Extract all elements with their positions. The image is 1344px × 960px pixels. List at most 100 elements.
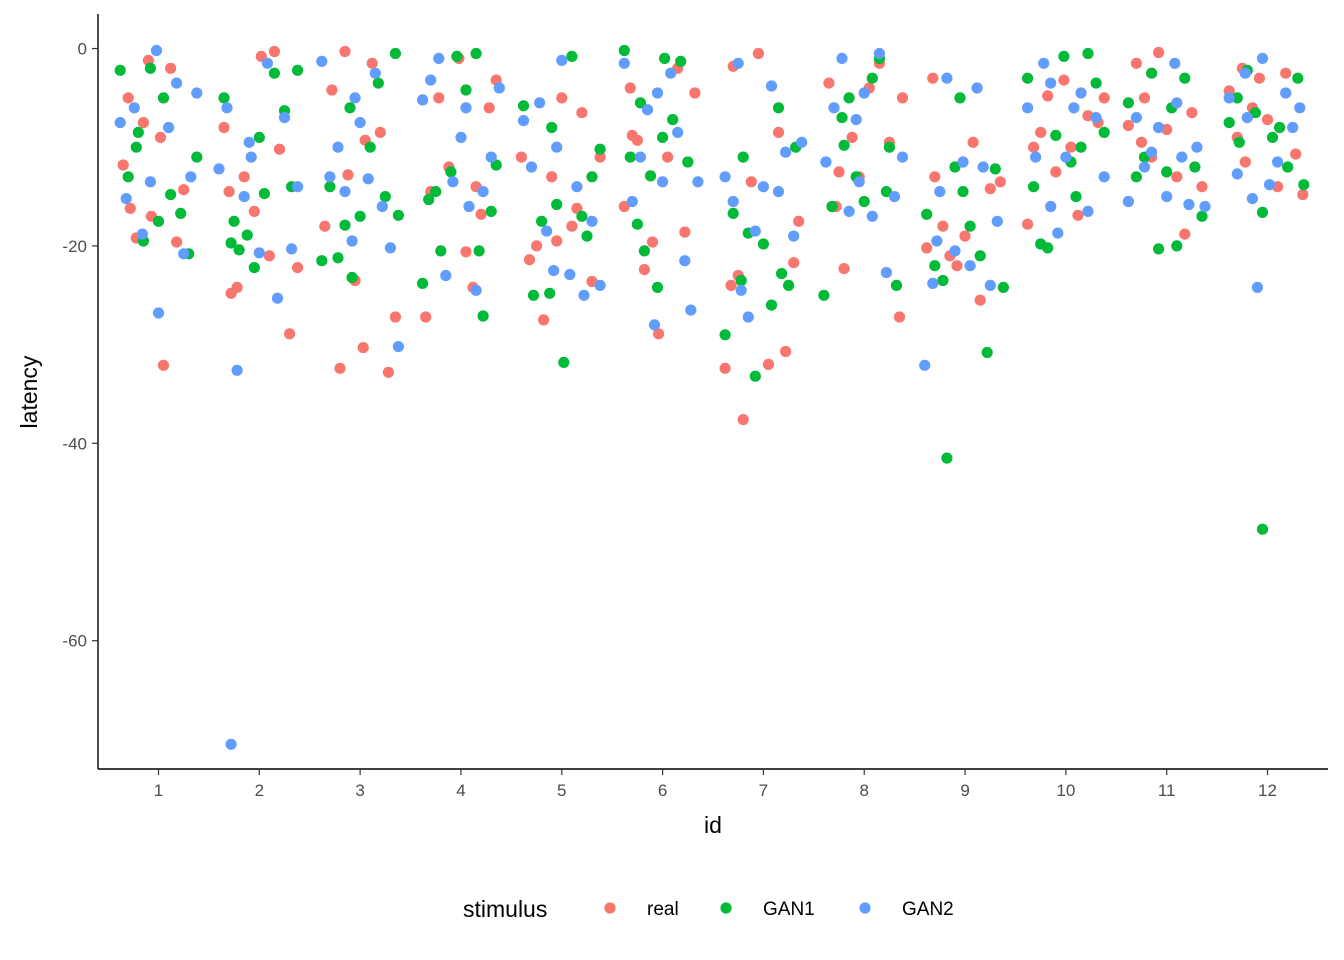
- point-gan1: [191, 151, 203, 163]
- point-gan2: [873, 47, 886, 60]
- point-gan2: [238, 191, 250, 203]
- point-real: [788, 257, 800, 269]
- point-gan1: [997, 281, 1010, 293]
- point-real: [342, 169, 354, 181]
- point-gan2: [672, 126, 684, 138]
- x-tick-label: 11: [1158, 781, 1176, 800]
- point-gan2: [1082, 205, 1094, 217]
- point-gan2: [221, 102, 233, 114]
- point-gan1: [228, 215, 240, 227]
- point-real: [556, 92, 568, 104]
- point-gan2: [1199, 200, 1211, 213]
- point-real: [921, 242, 933, 254]
- point-gan2: [749, 225, 761, 237]
- point-gan2: [735, 284, 747, 296]
- point-gan1: [675, 55, 687, 67]
- point-gan1: [1028, 181, 1040, 193]
- point-real: [339, 45, 351, 58]
- point-gan1: [644, 170, 657, 182]
- point-gan2: [556, 54, 568, 66]
- point-gan2: [1022, 102, 1034, 114]
- point-real: [662, 151, 674, 163]
- legend-key-real: [604, 902, 616, 914]
- point-real: [171, 236, 183, 248]
- point-real: [268, 45, 280, 58]
- point-real: [326, 84, 338, 96]
- point-gan2: [571, 181, 583, 193]
- point-gan2: [525, 161, 538, 173]
- point-real: [523, 254, 536, 266]
- point-gan2: [384, 242, 396, 254]
- point-gan1: [225, 237, 237, 249]
- point-gan1: [445, 166, 457, 178]
- point-real: [679, 226, 691, 238]
- point-gan1: [1233, 136, 1245, 148]
- point-gan2: [332, 141, 344, 153]
- point-gan1: [430, 186, 442, 198]
- point-gan1: [776, 268, 788, 280]
- point-gan2: [463, 200, 475, 213]
- point-gan2: [1263, 179, 1276, 191]
- point-real: [594, 151, 606, 163]
- legend-title: stimulus: [463, 896, 547, 922]
- point-gan2: [820, 156, 832, 168]
- point-gan2: [788, 230, 800, 242]
- point-gan1: [974, 250, 986, 262]
- point-real: [1098, 92, 1110, 104]
- point-gan1: [316, 255, 328, 267]
- point-real: [460, 246, 472, 258]
- points-layer: [114, 44, 1310, 750]
- point-real: [1171, 171, 1183, 183]
- legend-label-gan1: GAN1: [763, 899, 815, 920]
- point-gan2: [1251, 281, 1263, 293]
- point-gan1: [566, 50, 578, 63]
- point-gan1: [1153, 243, 1165, 255]
- point-gan1: [657, 131, 669, 143]
- point-real: [951, 260, 963, 272]
- point-gan2: [564, 268, 576, 281]
- point-gan2: [1287, 121, 1299, 134]
- point-gan2: [1122, 195, 1134, 208]
- point-gan1: [890, 279, 903, 291]
- point-gan2: [150, 44, 163, 57]
- point-gan1: [1171, 240, 1183, 252]
- point-real: [218, 121, 230, 134]
- point-gan1: [536, 215, 548, 227]
- x-tick-label: 10: [1056, 781, 1075, 800]
- point-gan2: [369, 67, 381, 79]
- point-gan2: [1045, 77, 1057, 89]
- point-real: [1290, 148, 1302, 160]
- point-real: [653, 328, 665, 340]
- point-gan1: [757, 238, 770, 250]
- point-gan2: [1098, 171, 1110, 183]
- point-gan1: [1050, 129, 1062, 141]
- point-gan1: [451, 50, 463, 63]
- point-gan1: [477, 310, 489, 322]
- point-gan1: [1266, 131, 1279, 143]
- point-gan1: [586, 171, 598, 183]
- point-real: [1297, 189, 1309, 201]
- point-real: [238, 171, 250, 183]
- point-gan1: [941, 452, 953, 464]
- point-gan1: [324, 181, 336, 193]
- point-gan2: [261, 57, 273, 69]
- point-gan2: [1153, 121, 1165, 134]
- point-gan1: [546, 121, 558, 134]
- point-real: [382, 366, 394, 378]
- point-gan1: [667, 114, 679, 126]
- point-gan2: [1223, 92, 1235, 104]
- point-real: [248, 205, 260, 217]
- point-gan2: [964, 260, 976, 272]
- point-real: [515, 151, 528, 163]
- point-gan2: [719, 171, 731, 183]
- point-gan2: [934, 186, 946, 198]
- point-gan1: [735, 274, 747, 287]
- y-ticks: 0 -20 -40 -60: [62, 40, 98, 651]
- point-real: [1196, 181, 1208, 193]
- legend-label-real: real: [647, 899, 679, 920]
- point-gan1: [1075, 141, 1087, 153]
- point-real: [984, 183, 996, 195]
- point-real: [1065, 141, 1077, 153]
- point-gan2: [850, 114, 862, 126]
- point-real: [1135, 136, 1148, 148]
